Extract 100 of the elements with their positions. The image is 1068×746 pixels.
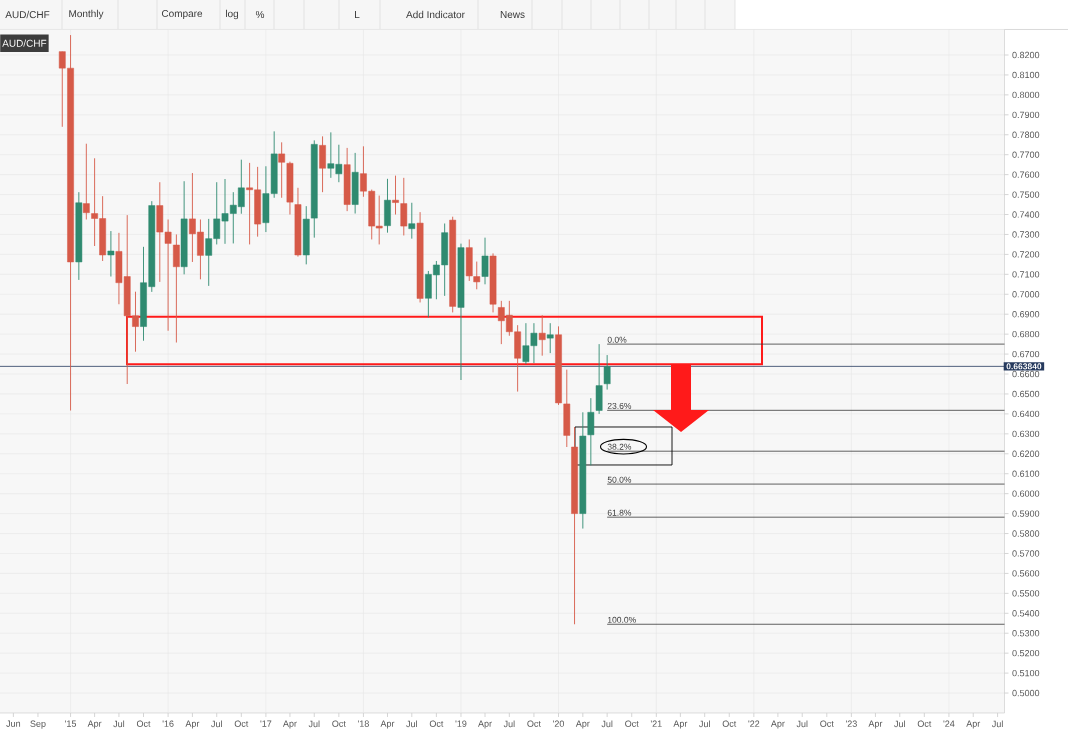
candlestick	[587, 397, 595, 466]
text: L	[355, 11, 360, 18]
x-tick-label: Jul	[991, 720, 1003, 728]
y-tick-label: 0.7200	[1012, 251, 1040, 258]
ref-line-label: 0.663840	[1006, 363, 1042, 370]
x-tick-label: Apr	[185, 720, 200, 729]
x-tick-label: Jul	[894, 720, 905, 728]
x-tick-label: Oct	[429, 720, 444, 727]
candlestick	[392, 175, 399, 215]
y-tick-label: 0.5300	[1012, 630, 1040, 637]
x-tick-label: '18	[358, 720, 369, 727]
x-tick-label: Jul	[699, 720, 710, 728]
y-tick-label: 0.7300	[1012, 231, 1040, 238]
y-tick-label: 0.7000	[1012, 291, 1040, 298]
x-tick-label: Jul	[211, 720, 222, 728]
x-tick-label: '21	[650, 720, 662, 727]
x-tick-label: '19	[455, 720, 467, 727]
x-tick-label: Oct	[820, 720, 834, 727]
x-tick-label: Oct	[527, 720, 541, 727]
y-tick-label: 0.5200	[1012, 649, 1040, 657]
x-tick-label: Apr	[478, 720, 492, 729]
x-tick-label: Apr	[575, 720, 590, 729]
x-tick-label: Oct	[136, 720, 151, 727]
y-tick-label: 0.7100	[1012, 271, 1040, 278]
text: log	[226, 9, 239, 20]
candlestick	[400, 177, 408, 236]
y-tick-label: 0.6900	[1012, 311, 1040, 318]
annotation: 23.6%	[607, 402, 632, 409]
y-tick-label: 0.7900	[1012, 111, 1040, 119]
y-tick-label: 0.6700	[1012, 350, 1040, 358]
x-tick-label: Jun	[6, 720, 21, 727]
x-tick-label: Jul	[503, 720, 515, 728]
candlestick	[319, 135, 326, 193]
candlestick	[107, 230, 115, 277]
candlestick	[538, 314, 546, 357]
text: Add Indicator	[406, 10, 465, 19]
y-tick-label: 0.6000	[1012, 490, 1040, 497]
x-tick-label: Oct	[625, 720, 639, 727]
x-tick-label: Jul	[113, 720, 125, 728]
x-tick-label: Jul	[406, 720, 417, 728]
x-tick-label: '22	[748, 720, 760, 727]
annotation: 61.8%	[607, 509, 632, 516]
x-tick-label: Jul	[308, 720, 320, 728]
x-tick-label: '20	[553, 720, 565, 727]
y-tick-label: 0.5100	[1012, 669, 1040, 677]
candlestick	[603, 354, 611, 391]
text: Monthly	[69, 9, 104, 20]
text: News	[500, 10, 525, 18]
x-tick-label: '23	[845, 720, 857, 727]
annotation: 38.2%	[607, 443, 632, 450]
y-tick-label: 0.5700	[1012, 550, 1040, 557]
y-tick-label: 0.6600	[1012, 370, 1040, 378]
x-tick-label: Oct	[917, 720, 932, 727]
y-tick-label: 0.8000	[1012, 91, 1040, 99]
text: AUD/CHF	[2, 39, 47, 47]
text: AUD/CHF	[5, 10, 50, 19]
y-tick-label: 0.5600	[1012, 570, 1040, 577]
y-tick-label: 0.5400	[1012, 610, 1040, 617]
y-tick-label: 0.6300	[1012, 430, 1040, 438]
x-tick-label: Apr	[380, 720, 395, 729]
y-tick-label: 0.7400	[1012, 211, 1040, 218]
candlestick	[546, 322, 554, 354]
y-tick-label: 0.7700	[1012, 151, 1040, 158]
text: %	[255, 10, 265, 18]
candlestick	[481, 237, 489, 285]
y-tick-label: 0.5800	[1012, 530, 1040, 537]
x-tick-label: Oct	[332, 720, 346, 727]
y-tick-label: 0.7800	[1012, 131, 1040, 138]
x-tick-label: Apr	[868, 720, 883, 729]
annotation: 100.0%	[607, 616, 636, 623]
candlestick	[82, 143, 90, 220]
x-tick-label: Jul	[796, 720, 808, 728]
y-tick-label: 0.6400	[1012, 410, 1040, 418]
x-tick-label: Apr	[87, 720, 102, 729]
x-tick-label: Apr	[282, 720, 297, 729]
y-tick-label: 0.6100	[1012, 470, 1040, 477]
x-tick-label: '15	[65, 720, 77, 727]
text: Compare	[161, 9, 203, 20]
y-tick-label: 0.5900	[1012, 510, 1040, 517]
x-tick-label: '16	[162, 720, 174, 727]
y-tick-label: 0.6200	[1012, 450, 1040, 457]
x-tick-label: Oct	[234, 720, 249, 727]
y-tick-label: 0.6800	[1012, 330, 1040, 338]
y-tick-label: 0.7600	[1012, 171, 1040, 178]
x-tick-label: Sep	[30, 720, 46, 729]
candlestick	[173, 234, 180, 343]
y-tick-label: 0.5000	[1012, 689, 1040, 697]
annotation: 0.0%	[607, 336, 627, 343]
x-tick-label: '17	[260, 720, 272, 727]
annotation: 50.0%	[607, 476, 632, 483]
y-tick-label: 0.7500	[1012, 191, 1040, 198]
y-tick-label: 0.8200	[1012, 51, 1040, 59]
x-tick-label: Apr	[673, 720, 688, 729]
x-tick-label: Oct	[722, 720, 737, 727]
x-tick-label: '24	[943, 720, 955, 727]
y-tick-label: 0.8100	[1012, 71, 1040, 79]
x-tick-label: Jul	[601, 720, 613, 728]
y-tick-label: 0.6500	[1012, 390, 1040, 398]
y-tick-label: 0.5500	[1012, 590, 1040, 597]
candlestick	[278, 141, 286, 199]
